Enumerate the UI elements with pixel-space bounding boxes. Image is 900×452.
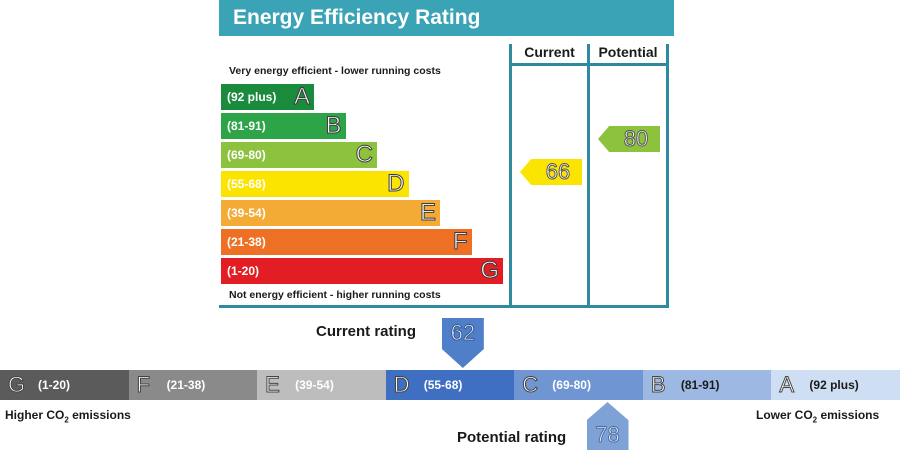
current-rating-pointer: 62 bbox=[441, 318, 484, 368]
segment-letter: G bbox=[7, 372, 26, 398]
band-range-label: (1-20) bbox=[227, 264, 260, 278]
epc-title: Energy Efficiency Rating bbox=[219, 0, 674, 36]
band-range-label: (39-54) bbox=[227, 206, 266, 220]
band-range-label: (55-68) bbox=[227, 177, 266, 191]
frame-line-right bbox=[666, 44, 669, 306]
segment-letter: E bbox=[265, 372, 281, 398]
segment-letter: A bbox=[779, 372, 795, 398]
segment-letter: F bbox=[136, 372, 151, 398]
potential-rating-label: Potential rating bbox=[457, 429, 567, 446]
column-header-potential: Potential bbox=[598, 44, 658, 60]
band-letter: B bbox=[325, 112, 342, 139]
band-c: (69-80) C bbox=[221, 141, 377, 168]
segment-range: (21-38) bbox=[166, 378, 206, 392]
co2-scale: G (1-20) F (21-38) E (39-54) D (55-68) C (69-80) B… bbox=[0, 370, 900, 400]
frame-line-bottom bbox=[219, 305, 669, 308]
band-range-label: (92 plus) bbox=[227, 90, 277, 104]
co2-segment-g: G (1-20) bbox=[0, 370, 130, 400]
band-a: (92 plus) A bbox=[221, 83, 314, 110]
segment-range: (55-68) bbox=[423, 378, 463, 392]
band-g: (1-20) G bbox=[221, 257, 503, 284]
band-range-label: (69-80) bbox=[227, 148, 266, 162]
co2-segment-c: C (69-80) bbox=[514, 370, 644, 400]
potential-rating-arrow: 80 bbox=[598, 126, 660, 152]
segment-letter: B bbox=[650, 372, 666, 398]
current-rating-arrow: 66 bbox=[520, 159, 582, 185]
segment-letter: D bbox=[393, 372, 410, 398]
co2-segment-b: B (81-91) bbox=[642, 370, 772, 400]
band-f: (21-38) F bbox=[221, 228, 472, 255]
frame-line-left bbox=[509, 44, 512, 306]
potential-rating-pointer: 78 bbox=[586, 402, 629, 450]
band-letter: E bbox=[419, 199, 436, 226]
segment-letter: C bbox=[522, 372, 539, 398]
co2-segment-e: E (39-54) bbox=[257, 370, 387, 400]
band-range-label: (21-38) bbox=[227, 235, 266, 249]
band-e: (39-54) E bbox=[221, 199, 440, 226]
band-letter: G bbox=[480, 257, 500, 284]
segment-range: (92 plus) bbox=[809, 378, 859, 392]
band-letter: F bbox=[452, 228, 468, 255]
band-range-label: (81-91) bbox=[227, 119, 266, 133]
band-b: (81-91) B bbox=[221, 112, 346, 139]
header-underline bbox=[509, 63, 669, 66]
segment-range: (1-20) bbox=[38, 378, 71, 392]
co2-segment-f: F (21-38) bbox=[128, 370, 258, 400]
lower-co2-label: Lower CO2 emissions bbox=[756, 408, 880, 425]
current-rating-label: Current rating bbox=[316, 323, 417, 340]
segment-range: (81-91) bbox=[680, 378, 720, 392]
column-header-current: Current bbox=[524, 44, 575, 60]
band-letter: C bbox=[355, 141, 373, 168]
top-caption: Very energy efficient - lower running co… bbox=[229, 65, 441, 77]
segment-range: (39-54) bbox=[295, 378, 334, 392]
bottom-caption: Not energy efficient - higher running co… bbox=[229, 289, 441, 301]
band-d: (55-68) D bbox=[221, 170, 409, 197]
co2-segment-a: A (92 plus) bbox=[771, 370, 900, 400]
band-letter: A bbox=[293, 83, 310, 110]
band-letter: D bbox=[387, 170, 405, 197]
segment-range: (69-80) bbox=[552, 378, 591, 392]
co2-segment-d: D (55-68) bbox=[385, 370, 515, 400]
higher-co2-label: Higher CO2 emissions bbox=[5, 408, 131, 425]
frame-line-mid bbox=[587, 44, 590, 306]
